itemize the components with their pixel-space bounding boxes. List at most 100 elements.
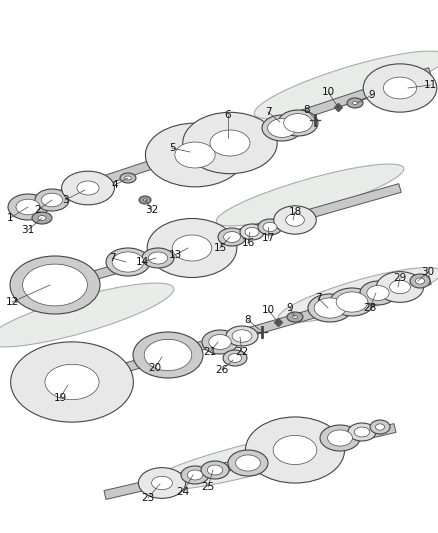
- Text: 9: 9: [369, 90, 375, 100]
- Ellipse shape: [120, 173, 136, 183]
- Text: 13: 13: [168, 250, 182, 260]
- Text: 32: 32: [145, 205, 159, 215]
- Ellipse shape: [410, 274, 430, 288]
- Text: 30: 30: [421, 267, 434, 277]
- Ellipse shape: [236, 455, 261, 471]
- Ellipse shape: [145, 123, 244, 187]
- Ellipse shape: [308, 294, 352, 322]
- Ellipse shape: [363, 64, 437, 112]
- Ellipse shape: [133, 332, 203, 378]
- Polygon shape: [104, 424, 396, 499]
- Ellipse shape: [353, 101, 357, 104]
- Polygon shape: [14, 184, 401, 302]
- Ellipse shape: [38, 216, 46, 221]
- Ellipse shape: [336, 292, 368, 312]
- Ellipse shape: [218, 228, 246, 246]
- Ellipse shape: [139, 196, 151, 204]
- Ellipse shape: [416, 278, 424, 284]
- Ellipse shape: [258, 219, 282, 235]
- Polygon shape: [19, 276, 431, 402]
- Ellipse shape: [42, 193, 63, 207]
- Ellipse shape: [278, 110, 318, 136]
- Text: 10: 10: [261, 305, 275, 315]
- Text: 12: 12: [5, 297, 19, 307]
- Ellipse shape: [278, 268, 438, 322]
- Ellipse shape: [240, 224, 264, 240]
- Ellipse shape: [360, 281, 396, 305]
- Text: 31: 31: [21, 225, 35, 235]
- Ellipse shape: [181, 466, 209, 484]
- Text: 26: 26: [215, 365, 229, 375]
- Ellipse shape: [245, 228, 259, 237]
- Text: 28: 28: [364, 303, 377, 313]
- Ellipse shape: [370, 420, 390, 434]
- Text: 7: 7: [265, 107, 271, 117]
- Ellipse shape: [328, 430, 353, 446]
- Ellipse shape: [223, 350, 247, 366]
- Text: 7: 7: [314, 293, 321, 303]
- Text: 23: 23: [141, 493, 155, 503]
- Ellipse shape: [175, 142, 215, 168]
- Text: 24: 24: [177, 487, 190, 497]
- Ellipse shape: [262, 115, 302, 141]
- Ellipse shape: [106, 248, 150, 276]
- Ellipse shape: [216, 164, 404, 226]
- Text: 9: 9: [287, 303, 293, 313]
- Text: 22: 22: [235, 347, 249, 357]
- Ellipse shape: [8, 194, 48, 220]
- Ellipse shape: [77, 181, 99, 195]
- Ellipse shape: [0, 283, 174, 347]
- Ellipse shape: [152, 477, 173, 490]
- Ellipse shape: [389, 280, 410, 294]
- Ellipse shape: [210, 130, 250, 156]
- Ellipse shape: [143, 429, 357, 491]
- Text: 29: 29: [393, 273, 406, 283]
- Ellipse shape: [172, 235, 212, 261]
- Text: 3: 3: [62, 195, 68, 205]
- Ellipse shape: [11, 342, 133, 422]
- Text: 4: 4: [112, 180, 118, 190]
- Ellipse shape: [263, 222, 277, 232]
- Text: 6: 6: [225, 110, 231, 120]
- Ellipse shape: [183, 112, 277, 174]
- Ellipse shape: [224, 232, 240, 243]
- Ellipse shape: [367, 286, 389, 301]
- Text: 5: 5: [169, 143, 175, 153]
- Ellipse shape: [383, 77, 417, 99]
- Ellipse shape: [112, 252, 144, 272]
- Text: 7: 7: [109, 253, 115, 263]
- Polygon shape: [14, 68, 431, 214]
- Ellipse shape: [376, 272, 424, 302]
- Ellipse shape: [347, 98, 363, 108]
- Ellipse shape: [330, 288, 374, 316]
- Text: 25: 25: [201, 482, 215, 492]
- Text: 17: 17: [261, 233, 275, 243]
- Ellipse shape: [32, 212, 52, 224]
- Ellipse shape: [286, 214, 304, 226]
- Ellipse shape: [375, 424, 385, 430]
- Ellipse shape: [202, 330, 238, 354]
- Ellipse shape: [273, 435, 317, 465]
- Ellipse shape: [283, 114, 312, 132]
- Ellipse shape: [35, 189, 69, 211]
- Text: 20: 20: [148, 363, 162, 373]
- Text: 18: 18: [288, 207, 302, 217]
- Ellipse shape: [228, 450, 268, 476]
- Ellipse shape: [314, 298, 346, 318]
- Ellipse shape: [62, 171, 114, 205]
- Ellipse shape: [10, 256, 100, 314]
- Ellipse shape: [187, 470, 203, 480]
- Ellipse shape: [268, 119, 297, 138]
- Ellipse shape: [45, 365, 99, 400]
- Text: 16: 16: [241, 238, 254, 248]
- Ellipse shape: [207, 465, 223, 475]
- Ellipse shape: [232, 330, 252, 342]
- Text: 2: 2: [35, 205, 41, 215]
- Text: 19: 19: [53, 393, 67, 403]
- Ellipse shape: [125, 176, 131, 180]
- Ellipse shape: [23, 264, 88, 306]
- Ellipse shape: [143, 199, 147, 201]
- Text: 8: 8: [304, 105, 310, 115]
- Ellipse shape: [201, 461, 229, 479]
- Ellipse shape: [209, 335, 231, 350]
